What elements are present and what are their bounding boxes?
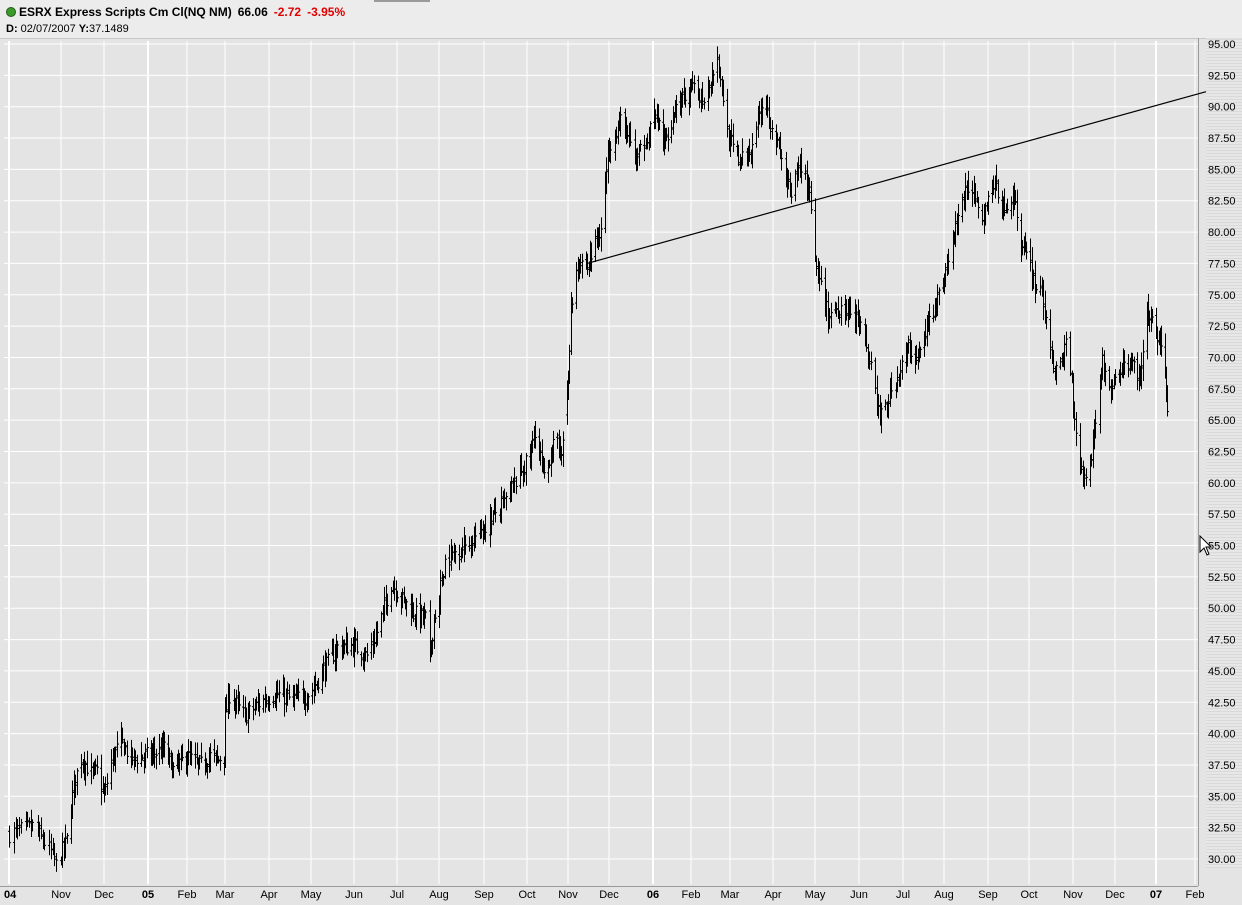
y-tick-label: 65.00 (1208, 415, 1236, 427)
symbol-title-line: ESRX Express Scripts Cm Cl(NQ NM) 66.06 -2… (6, 5, 345, 19)
symbol-title: ESRX Express Scripts Cm Cl(NQ NM) (19, 5, 232, 19)
x-tick-label: Jul (390, 889, 404, 901)
x-tick-label: Aug (429, 889, 449, 901)
x-tick-label: Sep (474, 889, 494, 901)
x-tick-label: Nov (1063, 889, 1083, 901)
price-change: -2.72 (273, 5, 302, 19)
x-tick-label: Dec (599, 889, 619, 901)
x-tick-label: Oct (518, 889, 535, 901)
y-tick-label: 92.50 (1208, 70, 1236, 82)
x-tick-label: Apr (764, 889, 781, 901)
x-tick-label: Dec (1105, 889, 1125, 901)
x-tick-label: May (805, 889, 826, 901)
x-tick-label: 05 (142, 889, 154, 901)
y-tick-label: 80.00 (1208, 227, 1236, 239)
y-tick-label: 50.00 (1208, 603, 1236, 615)
y-tick-label: 75.00 (1208, 290, 1236, 302)
y-tick-label: 67.50 (1208, 384, 1236, 396)
y-tick-label: 62.50 (1208, 447, 1236, 459)
y-tick-label: 95.00 (1208, 39, 1236, 51)
ohlc-bars (8, 46, 1169, 872)
y-tick-label: 82.50 (1208, 196, 1236, 208)
x-tick-label: Sep (978, 889, 998, 901)
x-tick-label: 06 (647, 889, 659, 901)
status-dot-icon (6, 7, 16, 17)
y-tick-label: 45.00 (1208, 666, 1236, 678)
y-tick-label: 70.00 (1208, 352, 1236, 364)
y-tick-label: 60.00 (1208, 478, 1236, 490)
y-tick-label: 72.50 (1208, 321, 1236, 333)
y-tick-label: 37.50 (1208, 760, 1236, 772)
y-tick-label: 40.00 (1208, 729, 1236, 741)
x-tick-label: Jun (345, 889, 363, 901)
mouse-pointer-icon (1199, 535, 1213, 556)
cursor-y-label: Y: (78, 23, 89, 35)
y-tick-label: 57.50 (1208, 509, 1236, 521)
x-tick-label: Nov (558, 889, 578, 901)
y-tick-label: 77.50 (1208, 258, 1236, 270)
price-chart[interactable]: 30.00 32.50 35.00 37.50 40.00 42.50 45.00 47.50… (0, 38, 1242, 905)
y-tick-label: 55.00 (1208, 541, 1236, 553)
x-axis: 04 Nov Dec 05 Feb Mar Apr May Jun Jul Aug Sep Oct Nov… (4, 889, 1204, 901)
cursor-y-value: 37.1489 (88, 23, 129, 35)
y-tick-label: 42.50 (1208, 697, 1236, 709)
x-tick-label: Mar (721, 889, 740, 901)
x-tick-label: 07 (1150, 889, 1162, 901)
window-tab-indicator[interactable] (374, 0, 430, 2)
x-tick-label: Mar (216, 889, 235, 901)
y-tick-label: 30.00 (1208, 854, 1236, 866)
trendline[interactable] (586, 91, 1207, 265)
x-tick-label: Apr (260, 889, 277, 901)
price-scale-strip[interactable] (1206, 38, 1242, 868)
cursor-date-label: D: (6, 23, 18, 35)
cursor-readout: D: 02/07/2007 Y:37.1489 (6, 23, 129, 35)
x-tick-label: Jul (896, 889, 910, 901)
last-price: 66.06 (237, 5, 268, 19)
y-tick-label: 87.50 (1208, 133, 1236, 145)
trendline-segment[interactable] (586, 91, 1207, 265)
cursor-date: 02/07/2007 (20, 23, 76, 35)
x-tick-label: Dec (94, 889, 114, 901)
x-tick-label: Nov (51, 889, 71, 901)
y-tick-label: 47.50 (1208, 635, 1236, 647)
y-tick-label: 35.00 (1208, 791, 1236, 803)
y-tick-label: 90.00 (1208, 102, 1236, 114)
x-tick-label: Feb (1186, 889, 1205, 901)
chart-grid (0, 38, 1199, 887)
y-tick-label: 52.50 (1208, 572, 1236, 584)
x-tick-label: May (301, 889, 322, 901)
chart-header: ESRX Express Scripts Cm Cl(NQ NM) 66.06 -2… (0, 0, 1242, 39)
x-tick-label: Feb (178, 889, 197, 901)
price-change-percent: -3.95% (307, 5, 346, 19)
x-tick-label: Oct (1020, 889, 1037, 901)
x-tick-label: 04 (4, 889, 17, 901)
x-tick-label: Feb (682, 889, 701, 901)
y-axis: 30.00 32.50 35.00 37.50 40.00 42.50 45.00 47.50… (1208, 39, 1236, 866)
y-tick-label: 32.50 (1208, 823, 1236, 835)
y-tick-label: 85.00 (1208, 164, 1236, 176)
x-tick-label: Jun (850, 889, 868, 901)
x-tick-label: Aug (934, 889, 954, 901)
